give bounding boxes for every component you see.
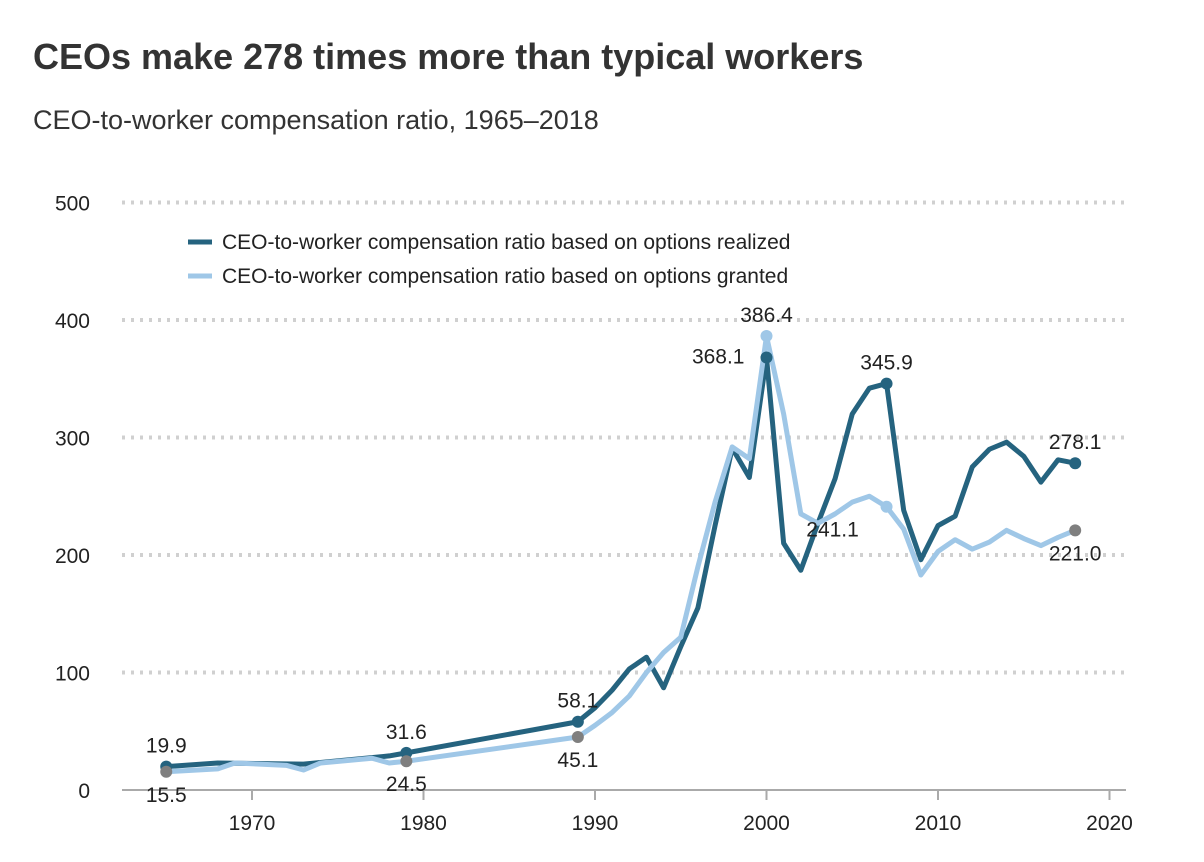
data-point-realized [880, 377, 893, 390]
y-tick-label: 300 [55, 428, 90, 451]
data-label: 45.1 [557, 749, 598, 772]
data-label: 58.1 [557, 690, 598, 713]
series-line-realized [166, 354, 1076, 770]
x-tick-label: 2000 [743, 812, 790, 835]
data-label: 278.1 [1049, 431, 1102, 454]
legend-label-granted: CEO-to-worker compensation ratio based o… [222, 265, 788, 288]
series-line-granted [166, 333, 1077, 775]
x-tick-label: 1980 [400, 812, 447, 835]
data-label: 241.1 [806, 519, 859, 542]
y-tick-label: 400 [55, 310, 90, 333]
y-tick-label: 200 [55, 545, 90, 568]
data-label: 31.6 [386, 721, 427, 744]
x-tick-label: 1990 [572, 812, 619, 835]
data-label: 345.9 [860, 352, 913, 375]
data-label: 15.5 [146, 784, 187, 807]
legend-label-realized: CEO-to-worker compensation ratio based o… [222, 231, 790, 254]
data-label: 368.1 [692, 345, 745, 368]
data-point-granted [400, 755, 413, 768]
y-tick-label: 500 [55, 193, 90, 216]
x-tick-label: 2020 [1086, 812, 1133, 835]
data-point-granted [760, 329, 773, 342]
x-tick-label: 2010 [915, 812, 962, 835]
data-point-granted [571, 731, 584, 744]
data-point-realized [571, 715, 584, 728]
data-point-realized [1069, 457, 1082, 470]
data-point-granted [880, 500, 893, 513]
data-point-granted [1069, 524, 1082, 537]
y-tick-label: 100 [55, 663, 90, 686]
data-label: 221.0 [1049, 542, 1102, 565]
data-label: 386.4 [740, 304, 793, 327]
data-label: 24.5 [386, 773, 427, 796]
y-tick-label: 0 [78, 780, 90, 803]
chart-title: CEOs make 278 times more than typical wo… [33, 36, 864, 77]
data-label: 19.9 [146, 735, 187, 758]
data-point-realized [760, 351, 773, 364]
x-tick-label: 1970 [229, 812, 276, 835]
data-point-realized [400, 746, 413, 759]
data-point-granted [160, 765, 173, 778]
chart-subtitle: CEO-to-worker compensation ratio, 1965–2… [33, 105, 599, 135]
